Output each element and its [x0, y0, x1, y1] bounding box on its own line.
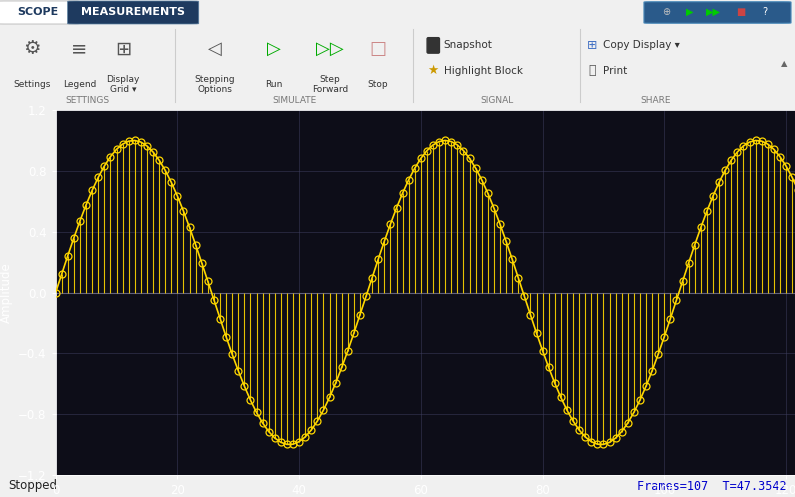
Text: Frames=107  T=47.3542: Frames=107 T=47.3542 [638, 480, 787, 493]
Text: O: O [429, 39, 438, 52]
Text: ≡: ≡ [72, 39, 87, 58]
Text: ▲: ▲ [781, 59, 788, 68]
Text: Print: Print [603, 66, 627, 76]
Text: Settings: Settings [13, 80, 51, 89]
Text: ▷▷: ▷▷ [316, 40, 343, 58]
Text: Stepping
Options: Stepping Options [194, 75, 235, 94]
Text: SETTINGS: SETTINGS [65, 96, 110, 105]
Text: ⎙: ⎙ [588, 65, 596, 78]
Text: ⊕: ⊕ [662, 7, 670, 17]
Text: Legend: Legend [63, 80, 96, 89]
Text: Step
Forward: Step Forward [312, 75, 348, 94]
FancyBboxPatch shape [68, 1, 199, 24]
Text: MEASUREMENTS: MEASUREMENTS [81, 7, 185, 17]
Text: Snapshot: Snapshot [444, 40, 492, 50]
Text: ◁: ◁ [207, 40, 222, 58]
Text: ■: ■ [736, 7, 746, 17]
Text: ▶: ▶ [686, 7, 694, 17]
Text: Copy Display ▾: Copy Display ▾ [603, 40, 680, 50]
Text: Stop: Stop [367, 80, 388, 89]
Text: ▶▶: ▶▶ [707, 7, 721, 17]
FancyBboxPatch shape [0, 1, 80, 24]
Text: Display
Grid ▾: Display Grid ▾ [107, 75, 140, 94]
Text: SIMULATE: SIMULATE [272, 96, 316, 105]
Text: SIGNAL: SIGNAL [480, 96, 514, 105]
Text: ⊞: ⊞ [115, 39, 131, 58]
Text: Stopped: Stopped [8, 480, 57, 493]
Text: SCOPE: SCOPE [17, 7, 58, 17]
Text: ★: ★ [428, 65, 439, 78]
Text: □: □ [369, 40, 386, 58]
Text: ▷: ▷ [267, 40, 281, 58]
Text: Highlight Block: Highlight Block [444, 66, 522, 76]
FancyBboxPatch shape [644, 2, 791, 23]
Text: ?: ? [762, 7, 767, 17]
Text: ⊞: ⊞ [587, 39, 598, 52]
Text: Run: Run [266, 80, 283, 89]
Text: SHARE: SHARE [641, 96, 671, 105]
Y-axis label: Amplitude: Amplitude [0, 262, 13, 323]
Text: ⚙: ⚙ [23, 39, 41, 58]
